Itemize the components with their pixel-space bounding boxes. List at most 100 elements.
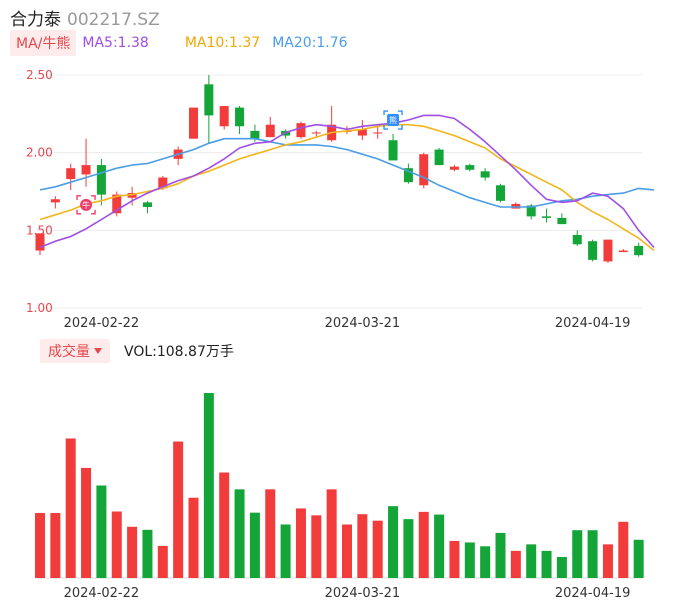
volume-indicator-label: 成交量 [48,344,90,360]
candle-body [388,140,398,161]
candle-body [357,129,367,136]
volume-bar [249,512,260,578]
volume-bar [326,489,337,578]
x-tick-label: 2024-03-21 [325,586,401,601]
y-tick-label: 2.00 [26,146,53,160]
volume-bar [556,556,567,578]
candle-body [112,194,122,214]
ma5-line [39,114,655,249]
candle-body [96,165,106,195]
buy-signal-icon [80,198,93,211]
volume-bar [127,526,138,578]
sell-signal-frame [383,110,403,130]
volume-bar [295,508,306,578]
candle-body [66,168,76,180]
volume-bar [142,529,153,578]
volume-bar [464,542,475,578]
ma20-line [39,137,655,208]
volume-bar [357,514,368,578]
candle-body [265,124,275,138]
volume-bar [265,489,276,578]
candle-body [296,123,306,138]
volume-bar [111,511,122,578]
volume-bar [234,489,245,578]
volume-bar [602,544,613,578]
candle-body [403,168,413,183]
volume-bar [449,540,460,578]
stock-title: 合力泰 002217.SZ [10,5,160,30]
ma10-line [39,123,655,252]
volume-bar [388,506,399,578]
volume-bar [418,511,429,578]
volume-bar [618,521,629,578]
volume-bar [188,497,199,578]
volume-bar [633,539,644,578]
candle-body [235,107,245,127]
candle-body [50,199,60,203]
y-tick-label: 1.50 [26,223,53,237]
candle-body [142,202,152,208]
volume-bar [219,472,230,578]
candle-body [449,166,459,170]
ma-toggle-button[interactable]: MA/牛熊 [10,30,77,56]
stock-name: 合力泰 [10,10,61,30]
candle-body [158,177,168,189]
candle-body [189,107,198,139]
candle-body [526,205,536,217]
candle-body [588,241,598,260]
volume-bar [526,544,537,578]
caret-down-icon [94,348,102,354]
x-tick-label: 2024-04-19 [555,586,631,601]
volume-bar [541,550,552,578]
volume-bar [372,520,383,578]
volume-bar [35,513,45,578]
candle-body [618,250,628,253]
candle-body [480,171,490,178]
sell-signal-icon [387,114,400,127]
volume-indicator-dropdown[interactable]: 成交量 [40,339,110,363]
volume-bar [495,532,506,578]
signal-glyph: 熊 [389,115,397,125]
candle-body [465,165,475,170]
volume-bar [572,530,583,578]
signal-glyph: 牛 [82,200,90,210]
stock-code: 002217.SZ [67,10,160,30]
x-tick-label: 2024-02-22 [64,586,140,601]
volume-bar [510,550,521,578]
volume-bar [50,513,61,578]
candle-body [542,216,552,218]
ma10-value: MA10:1.37 [184,35,261,51]
volume-bar [480,546,491,578]
volume-bar [96,485,107,578]
candle-body [35,233,45,251]
volume-value: VOL:108.87万手 [124,344,234,360]
candle-body [434,149,444,166]
volume-bar [342,524,352,578]
volume-bar [403,519,414,578]
volume-bar [280,524,291,578]
candle-body [250,130,260,139]
volume-bar [311,515,322,578]
buy-signal-frame [76,195,96,215]
candle-body [81,165,91,175]
volume-bar [203,393,214,578]
y-tick-label: 1.00 [26,301,53,315]
candle-body [373,132,383,134]
candle-body [311,132,321,134]
candle-body [603,239,613,262]
ma5-value: MA5:1.38 [82,35,149,51]
volume-bar [157,545,168,578]
candle-body [419,154,429,186]
candle-body [219,106,229,127]
candle-body [204,84,214,116]
volume-bar [587,530,598,578]
candle-body [557,217,567,225]
x-tick-label: 2024-03-21 [325,316,401,331]
candle-body [634,245,644,256]
volume-bar [81,467,92,578]
y-tick-label: 2.50 [26,68,53,82]
volume-bar [173,441,184,578]
x-tick-label: 2024-04-19 [555,316,631,331]
ma20-value: MA20:1.76 [272,35,348,51]
